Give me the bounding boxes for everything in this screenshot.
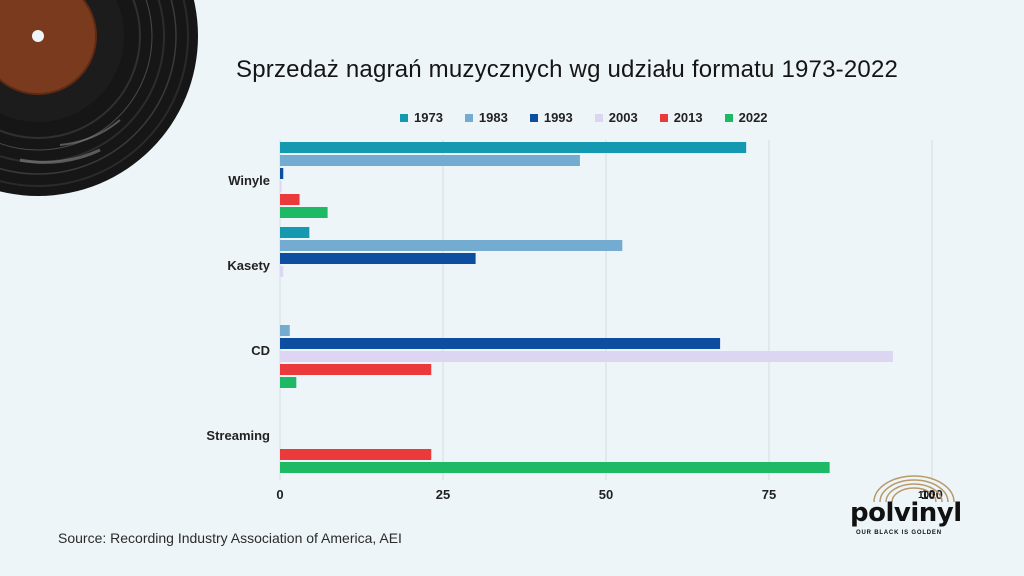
category-label: Kasety	[227, 258, 270, 273]
category-label: Winyle	[228, 173, 270, 188]
x-tick-label: 25	[436, 487, 450, 502]
legend-item-1973: 1973	[400, 110, 443, 125]
legend-label: 2013	[673, 110, 703, 125]
legend-swatch	[594, 113, 603, 122]
legend-label: 2022	[738, 110, 768, 125]
legend: 1973 1983 1993 2003 2013 2022	[400, 110, 768, 125]
legend-item-1993: 1993	[529, 110, 573, 125]
bar-cd-2022	[280, 377, 297, 388]
legend-label: 1983	[478, 110, 508, 125]
bar-kasety-2003	[280, 266, 284, 277]
bar-cd-1983	[280, 325, 290, 336]
bar-kasety-1993	[280, 253, 476, 264]
source-note: Source: Recording Industry Association o…	[58, 530, 402, 546]
legend-label: 1973	[414, 110, 443, 125]
logo-wordmark: polvinyl	[850, 498, 962, 528]
bar-winyle-1973	[280, 142, 747, 153]
legend-item-1983: 1983	[464, 110, 508, 125]
logo-number: 100	[918, 490, 935, 501]
bar-cd-2013	[280, 364, 432, 375]
vinyl-record-icon	[0, 0, 198, 196]
bar-kasety-1973	[280, 227, 310, 238]
legend-swatch	[464, 113, 473, 122]
x-tick-label: 75	[762, 487, 776, 502]
bar-kasety-1983	[280, 240, 623, 251]
x-tick-label: 50	[599, 487, 613, 502]
logo-arcs-icon	[873, 475, 955, 503]
polvinyl-logo: 100 polvinyl OUR BLACK IS GOLDEN	[850, 474, 970, 544]
legend-label: 2003	[608, 110, 638, 125]
legend-swatch	[400, 113, 408, 122]
bar-streaming-2022	[280, 462, 830, 473]
logo-tagline: OUR BLACK IS GOLDEN	[856, 530, 942, 536]
chart-title: Sprzedaż nagrań muzycznych wg udziału fo…	[236, 56, 899, 83]
legend-label: 1993	[543, 110, 573, 125]
bar-winyle-1983	[280, 155, 580, 166]
legend-swatch	[659, 113, 668, 122]
x-tick-label: 0	[276, 487, 283, 502]
bar-streaming-2013	[280, 449, 432, 460]
bar-cd-1993	[280, 338, 721, 349]
bar-winyle-2013	[280, 194, 300, 205]
legend-item-2022: 2022	[724, 110, 768, 125]
category-label: CD	[251, 343, 270, 358]
legend-item-2003: 2003	[594, 110, 638, 125]
bar-winyle-2003	[280, 181, 282, 192]
bar-winyle-1993	[280, 168, 284, 179]
legend-swatch	[724, 113, 733, 122]
category-label: Streaming	[206, 428, 270, 443]
legend-swatch	[529, 113, 538, 122]
bar-cd-2003	[280, 351, 893, 362]
legend-item-2013: 2013	[659, 110, 703, 125]
bar-winyle-2022	[280, 207, 328, 218]
